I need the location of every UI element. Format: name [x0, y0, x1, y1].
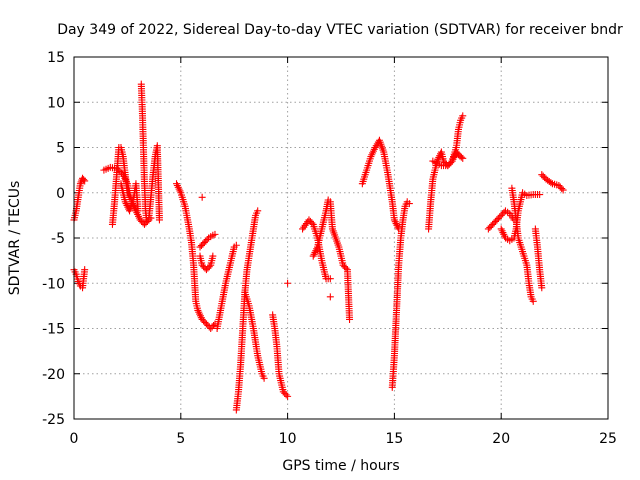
series-arc-27	[531, 225, 546, 292]
series-arc-21	[388, 198, 413, 391]
y-tick-label: -25	[42, 412, 65, 428]
series-arc-19	[326, 293, 334, 301]
series-arc-1	[70, 174, 89, 224]
x-tick-label: 20	[492, 431, 510, 447]
data-point	[81, 177, 89, 185]
data-point	[210, 321, 218, 329]
data-point	[326, 275, 334, 283]
y-tick-label: 10	[47, 95, 65, 111]
series-arc-13	[232, 207, 262, 414]
series-arc-7	[145, 142, 163, 224]
data-point	[547, 179, 555, 187]
data-point	[459, 154, 467, 162]
x-tick-label: 0	[70, 431, 79, 447]
chart-title: Day 349 of 2022, Sidereal Day-to-day VTE…	[57, 22, 623, 38]
data-point	[346, 315, 354, 323]
series-arc-28	[538, 171, 567, 194]
data-point	[459, 112, 467, 120]
data-point	[134, 207, 142, 215]
series-arc-24	[484, 207, 518, 233]
y-tick-label: -10	[42, 276, 65, 292]
series-arc-5	[117, 180, 142, 215]
y-axis-label: SDTVAR / TECUs	[7, 181, 23, 296]
grid	[74, 57, 608, 419]
data-point	[284, 392, 292, 400]
x-tick-label: 5	[176, 431, 185, 447]
series-arc-10	[196, 230, 219, 251]
series-arc-25	[497, 189, 544, 245]
series-arc-22	[425, 148, 467, 233]
data-point	[203, 236, 211, 244]
data-point	[211, 230, 219, 238]
series-arc-12	[213, 241, 240, 332]
data-points	[70, 80, 567, 414]
data-point	[308, 219, 316, 227]
data-point	[254, 207, 262, 215]
data-point	[536, 191, 544, 199]
data-point	[529, 297, 537, 305]
y-tick-label: 0	[56, 186, 65, 202]
data-point	[232, 241, 240, 249]
x-tick-label: 10	[279, 431, 297, 447]
data-point	[209, 252, 217, 260]
series-arc-15	[269, 311, 292, 400]
x-tick-labels: 0 5 10 15 20 25	[70, 431, 617, 447]
series-arc-9	[196, 252, 217, 274]
series-arc-8	[173, 180, 219, 332]
series-arc-4	[108, 144, 134, 228]
series-arc-16	[284, 279, 292, 287]
data-point	[198, 193, 206, 201]
data-point	[260, 374, 268, 382]
x-axis-label: GPS time / hours	[282, 458, 399, 474]
series-arc-14	[241, 288, 268, 382]
data-point	[342, 264, 350, 272]
y-tick-label: 15	[47, 50, 65, 66]
data-point	[205, 263, 213, 271]
data-point	[558, 185, 566, 193]
data-point	[80, 176, 88, 184]
data-point	[282, 391, 290, 399]
data-point	[284, 279, 292, 287]
data-point	[155, 216, 163, 224]
data-point	[457, 153, 465, 161]
y-tick-label: -20	[42, 367, 65, 383]
series-arc-11	[198, 193, 206, 201]
x-tick-label: 15	[385, 431, 403, 447]
data-point	[559, 186, 567, 194]
data-point	[143, 217, 151, 225]
y-tick-labels: 15 10 5 0 -5 -10 -15 -20 -25	[42, 50, 65, 428]
data-point	[447, 159, 455, 167]
data-point	[405, 200, 413, 208]
y-tick-label: -15	[42, 322, 65, 338]
series-arc-23	[429, 112, 467, 170]
series-arc-20	[358, 136, 403, 233]
x-tick-label: 25	[599, 431, 617, 447]
plot-frame	[73, 56, 609, 420]
data-point	[326, 293, 334, 301]
series-arc-26	[508, 184, 537, 305]
data-point	[81, 266, 89, 274]
series-arc-18	[309, 196, 354, 323]
y-tick-label: -5	[51, 231, 65, 247]
y-tick-label: 5	[56, 141, 65, 157]
series-arc-6	[137, 80, 151, 224]
data-point	[538, 284, 546, 292]
